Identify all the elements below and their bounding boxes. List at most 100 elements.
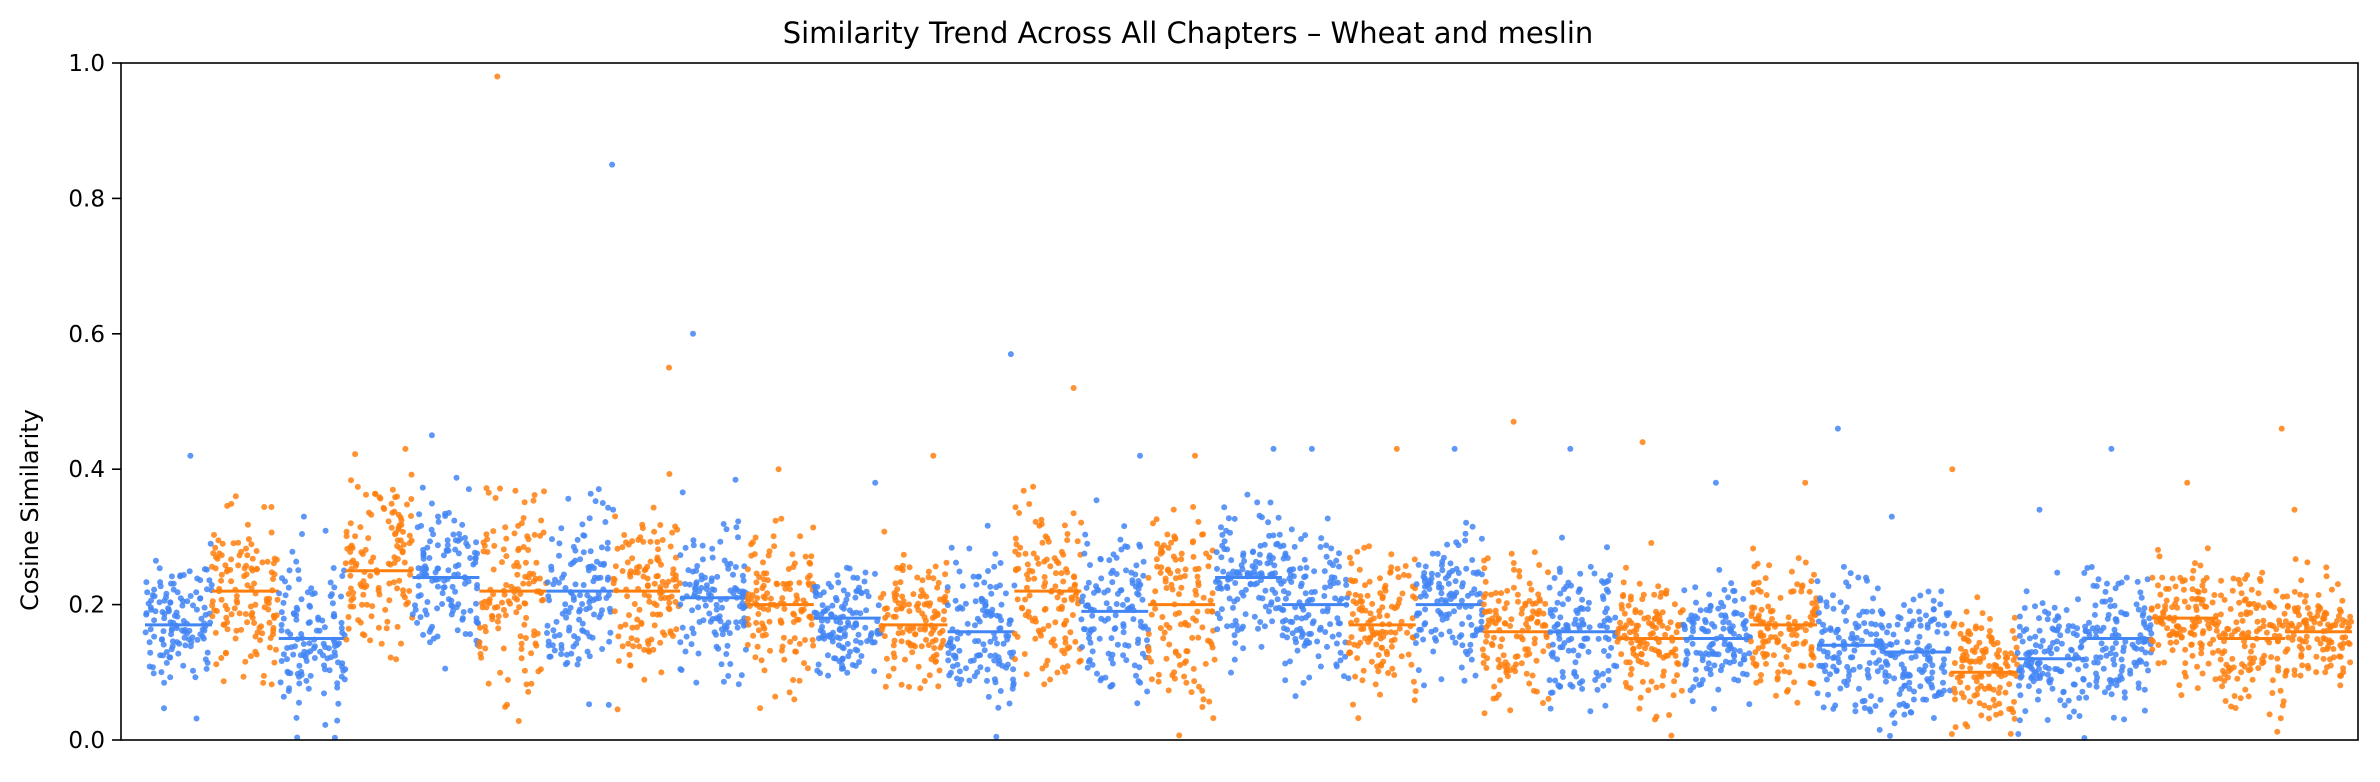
data-point xyxy=(583,606,590,613)
data-point xyxy=(152,557,159,564)
data-point xyxy=(1169,672,1176,679)
data-point xyxy=(1062,639,1069,646)
data-point xyxy=(332,643,338,650)
data-point xyxy=(2201,587,2208,594)
data-point xyxy=(1594,686,1601,693)
data-point xyxy=(802,637,808,643)
data-point xyxy=(1636,580,1643,587)
data-point xyxy=(1510,560,1517,566)
data-point xyxy=(1855,574,1862,581)
data-point xyxy=(213,554,219,561)
data-point xyxy=(1259,595,1266,602)
data-point xyxy=(1139,596,1146,603)
data-point xyxy=(1726,641,1733,648)
data-point xyxy=(966,545,973,552)
data-point xyxy=(926,672,933,679)
data-point xyxy=(727,587,734,594)
data-point xyxy=(455,601,462,608)
data-point xyxy=(1432,635,1438,642)
data-point xyxy=(761,667,768,674)
data-point xyxy=(434,633,441,640)
data-point xyxy=(1625,602,1632,609)
data-point xyxy=(917,626,924,633)
data-point xyxy=(514,571,521,578)
data-point xyxy=(1036,522,1043,529)
data-point xyxy=(1882,669,1889,676)
data-point xyxy=(218,655,225,661)
data-point xyxy=(1749,655,1756,662)
data-point xyxy=(844,669,851,676)
data-point xyxy=(1163,655,1170,662)
data-point xyxy=(855,631,862,638)
data-point xyxy=(1469,523,1476,530)
data-point xyxy=(1178,556,1185,563)
data-point xyxy=(2135,680,2142,687)
data-point xyxy=(352,533,359,540)
data-point xyxy=(858,653,865,659)
data-point xyxy=(1254,499,1261,506)
data-point xyxy=(1817,595,1823,602)
data-point xyxy=(2218,577,2225,584)
data-point xyxy=(1720,625,1727,632)
data-point xyxy=(1229,622,1236,629)
data-point xyxy=(426,628,433,635)
data-point xyxy=(270,624,277,631)
data-point xyxy=(1497,661,1504,668)
data-point xyxy=(1058,570,1065,577)
data-point xyxy=(1370,631,1377,638)
data-point xyxy=(1473,628,1480,635)
data-point xyxy=(2057,668,2064,675)
data-point xyxy=(2249,642,2256,649)
data-point xyxy=(1113,601,1120,607)
data-point xyxy=(305,685,312,692)
chapter-segment xyxy=(877,452,951,692)
data-point xyxy=(1268,599,1275,606)
data-point xyxy=(898,638,905,645)
data-point xyxy=(1971,692,1978,699)
data-point xyxy=(1769,607,1776,614)
data-point xyxy=(1168,539,1175,546)
data-point xyxy=(2345,639,2352,646)
data-point xyxy=(2161,659,2168,666)
data-point xyxy=(1549,653,1556,660)
data-point xyxy=(863,607,870,614)
data-point xyxy=(440,552,447,559)
data-point xyxy=(2023,661,2029,668)
data-point xyxy=(220,678,227,685)
data-point xyxy=(1721,586,1728,593)
data-point xyxy=(1392,629,1399,636)
data-point xyxy=(2031,668,2038,675)
data-point xyxy=(1483,638,1489,645)
data-point xyxy=(1094,586,1101,593)
data-point xyxy=(831,655,838,662)
chapter-segment xyxy=(1680,479,1753,712)
data-point xyxy=(476,643,483,650)
data-point xyxy=(2336,653,2343,660)
data-point xyxy=(348,477,354,484)
data-point xyxy=(2292,556,2299,563)
data-point xyxy=(282,592,289,599)
data-point xyxy=(1368,658,1375,665)
data-point xyxy=(912,631,919,638)
data-point xyxy=(1490,634,1497,641)
data-point xyxy=(284,656,290,663)
data-point xyxy=(1808,578,1815,585)
data-point xyxy=(444,537,451,544)
data-point xyxy=(1515,598,1521,605)
data-point xyxy=(322,644,329,651)
data-point xyxy=(1884,629,1890,636)
data-point xyxy=(520,544,527,550)
data-point xyxy=(556,540,563,547)
data-point xyxy=(2077,644,2084,651)
data-point xyxy=(175,650,182,657)
data-point xyxy=(184,598,191,605)
data-point xyxy=(2069,623,2076,630)
data-point xyxy=(2278,425,2285,432)
data-point xyxy=(1867,631,1874,638)
data-point xyxy=(1757,677,1764,684)
data-point xyxy=(1746,701,1753,708)
data-point xyxy=(625,541,632,548)
data-point xyxy=(1214,610,1221,617)
data-point xyxy=(1070,510,1077,517)
data-point xyxy=(752,654,759,661)
